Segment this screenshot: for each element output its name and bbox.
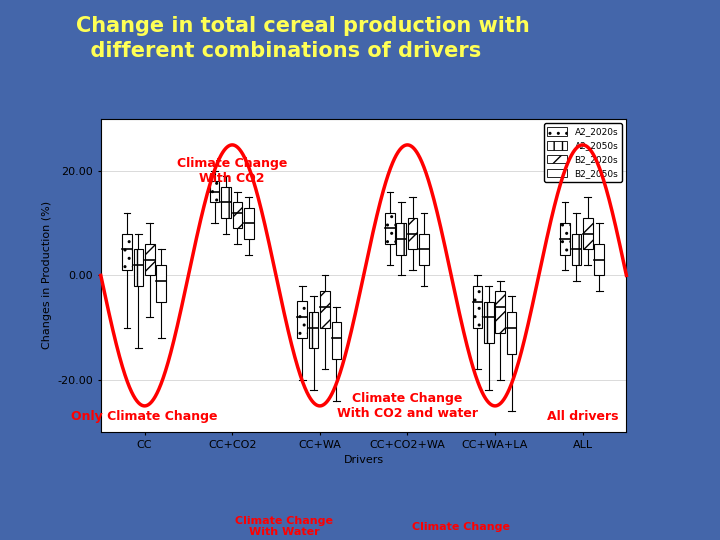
Bar xyxy=(572,234,581,265)
Legend: A2_2020s, A2_2050s, B2_2020s, B2_2050s: A2_2020s, A2_2050s, B2_2020s, B2_2050s xyxy=(544,123,622,181)
Bar xyxy=(297,301,307,338)
Bar xyxy=(320,291,330,328)
Bar xyxy=(210,181,220,202)
Bar xyxy=(472,286,482,328)
Y-axis label: Changes in Production (%): Changes in Production (%) xyxy=(42,201,52,349)
Bar xyxy=(156,265,166,301)
Bar xyxy=(495,291,505,333)
Bar xyxy=(397,223,406,254)
Bar xyxy=(244,207,253,239)
Bar xyxy=(507,312,516,354)
Bar xyxy=(309,312,318,348)
Bar xyxy=(122,234,132,270)
Text: Only Climate Change: Only Climate Change xyxy=(71,410,218,423)
Bar xyxy=(221,187,231,218)
Bar xyxy=(595,244,604,275)
Bar xyxy=(145,244,155,275)
Bar xyxy=(408,218,418,249)
Text: Climate Change
With CO2: Climate Change With CO2 xyxy=(177,157,287,185)
Text: Climate Change: Climate Change xyxy=(412,522,510,532)
Text: Climate Change
With CO2 and water: Climate Change With CO2 and water xyxy=(337,392,478,420)
Text: All drivers: All drivers xyxy=(547,410,618,423)
Bar xyxy=(484,301,494,343)
Bar xyxy=(385,213,395,244)
Bar xyxy=(233,202,242,228)
Bar xyxy=(134,249,143,286)
Text: Climate Change
With Water: Climate Change With Water xyxy=(235,516,333,537)
Bar xyxy=(583,218,593,249)
Bar xyxy=(560,223,570,254)
X-axis label: Drivers: Drivers xyxy=(343,455,384,465)
Bar xyxy=(419,234,429,265)
Bar xyxy=(332,322,341,359)
Text: Change in total cereal production with
  different combinations of drivers: Change in total cereal production with d… xyxy=(76,16,529,61)
